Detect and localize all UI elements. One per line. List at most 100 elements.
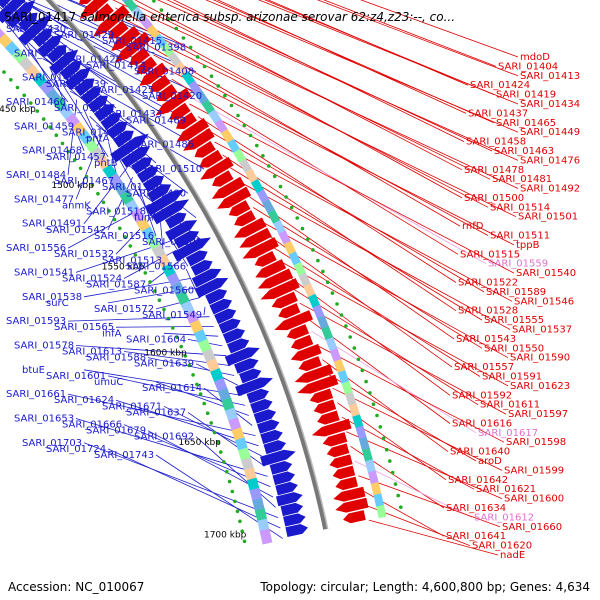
gene-label: SARI_01469 xyxy=(126,115,186,126)
reverse-gene xyxy=(169,102,191,120)
gene-label: SARI_01600 xyxy=(504,494,564,505)
forward-gene xyxy=(5,0,36,29)
gene-label: SARI_01515 xyxy=(460,249,520,260)
reverse-gene xyxy=(242,237,279,259)
gene-label: SARI_01593 xyxy=(6,316,66,327)
label-line xyxy=(205,0,519,133)
gene-label: SARI_01557 xyxy=(454,362,514,373)
label-line xyxy=(252,207,483,349)
tick-dot xyxy=(352,346,357,350)
reverse-gene xyxy=(108,20,129,39)
tick-dot xyxy=(396,493,401,498)
gene-label: SARI_01449 xyxy=(520,127,580,138)
feature-box xyxy=(278,230,291,245)
map-title: SARI_01417 Salmonella enterica subsp. ar… xyxy=(4,10,455,24)
gene-label: SARI_01653 xyxy=(14,414,74,425)
tick-dot xyxy=(2,70,6,74)
gene-label: SARI_01404 xyxy=(498,61,558,72)
gene-label: SARI_01516 xyxy=(94,231,154,242)
gene-label: SARI_01639 xyxy=(134,359,194,370)
forward-gene xyxy=(165,220,198,242)
gene-label: SARI_01484 xyxy=(6,170,66,181)
tick-dot xyxy=(325,280,330,285)
tick-dot xyxy=(205,411,210,416)
label-line xyxy=(115,212,156,255)
forward-gene xyxy=(106,121,128,139)
title-locus: SARI_01417 xyxy=(4,10,77,24)
forward-gene xyxy=(121,146,151,169)
gene-label: SARI_01679 xyxy=(86,426,146,437)
feature-box xyxy=(355,425,367,440)
gene-label: SARI_01555 xyxy=(484,315,544,326)
tick-dot xyxy=(227,479,232,484)
feature-box xyxy=(288,251,301,266)
gene-label: SARI_01478 xyxy=(464,165,524,176)
forward-gene xyxy=(253,409,277,424)
forward-gene xyxy=(59,60,82,81)
gene-label: tppB xyxy=(516,240,540,251)
reverse-gene xyxy=(317,410,340,425)
tick-dot xyxy=(378,425,383,429)
gene-label: SARI_01661 xyxy=(6,389,66,400)
gene-label: SARI_01460 xyxy=(6,97,66,108)
gene-label: SARI_01477 xyxy=(14,194,74,205)
tick-dot xyxy=(238,519,242,524)
feature-box xyxy=(262,199,275,214)
tick-dot xyxy=(272,174,277,179)
tick-dot xyxy=(233,499,237,504)
tick-dot xyxy=(368,391,372,395)
tick-dot xyxy=(330,291,335,295)
label-line xyxy=(264,0,495,95)
tick-dot xyxy=(278,184,283,189)
label-line xyxy=(360,0,519,58)
gene-label: ihfA xyxy=(102,328,122,339)
tick-dot xyxy=(187,363,192,368)
gene-label: SARI_01597 xyxy=(508,409,568,420)
reverse-gene xyxy=(274,310,314,331)
reverse-gene xyxy=(92,4,130,38)
gene-label: SARI_01509 xyxy=(102,182,162,193)
label-line xyxy=(323,0,497,67)
tick-dot xyxy=(171,326,175,330)
label-line xyxy=(75,418,268,477)
reverse-gene xyxy=(297,374,339,394)
label-line xyxy=(124,19,489,208)
gene-label: SARI_01476 xyxy=(520,155,580,166)
gene-label: SARI_01578 xyxy=(14,341,74,352)
tick-dot xyxy=(148,280,152,284)
gene-label: aroD xyxy=(478,456,502,467)
gene-label: SARI_01537 xyxy=(512,325,572,336)
tick-dot xyxy=(364,379,368,384)
feature-box xyxy=(250,178,264,194)
feature-box xyxy=(124,0,138,12)
gene-label: SARI_01446 xyxy=(54,103,114,114)
tick-dot xyxy=(202,401,206,406)
label-line xyxy=(166,0,493,152)
backbone xyxy=(45,0,329,530)
label-line xyxy=(260,220,509,359)
tick-dot xyxy=(261,154,265,158)
label-line xyxy=(112,0,519,189)
forward-gene xyxy=(246,388,269,404)
gene-label: SARI_01624 xyxy=(54,395,114,406)
feature-box xyxy=(153,33,168,49)
gene-label: SARI_01500 xyxy=(464,193,524,204)
forward-gene xyxy=(224,347,260,367)
gene-label: SARI_01637 xyxy=(126,407,186,418)
reverse-gene xyxy=(278,303,301,319)
forward-gene xyxy=(234,358,259,374)
gene-label: SARI_01502 xyxy=(142,237,202,248)
tick-dot xyxy=(162,307,166,312)
label-line xyxy=(332,387,503,471)
gene-label: SARI_01511 xyxy=(490,231,550,242)
tick-dot xyxy=(316,258,320,263)
reverse-gene xyxy=(194,140,216,158)
gene-label: SARI_01642 xyxy=(448,475,508,486)
feature-box xyxy=(160,42,175,58)
tick-dot xyxy=(289,205,294,210)
forward-gene xyxy=(235,377,273,397)
forward-gene xyxy=(222,328,246,344)
reverse-gene xyxy=(200,156,234,180)
label-line xyxy=(230,167,483,321)
tick-dot xyxy=(166,316,171,321)
